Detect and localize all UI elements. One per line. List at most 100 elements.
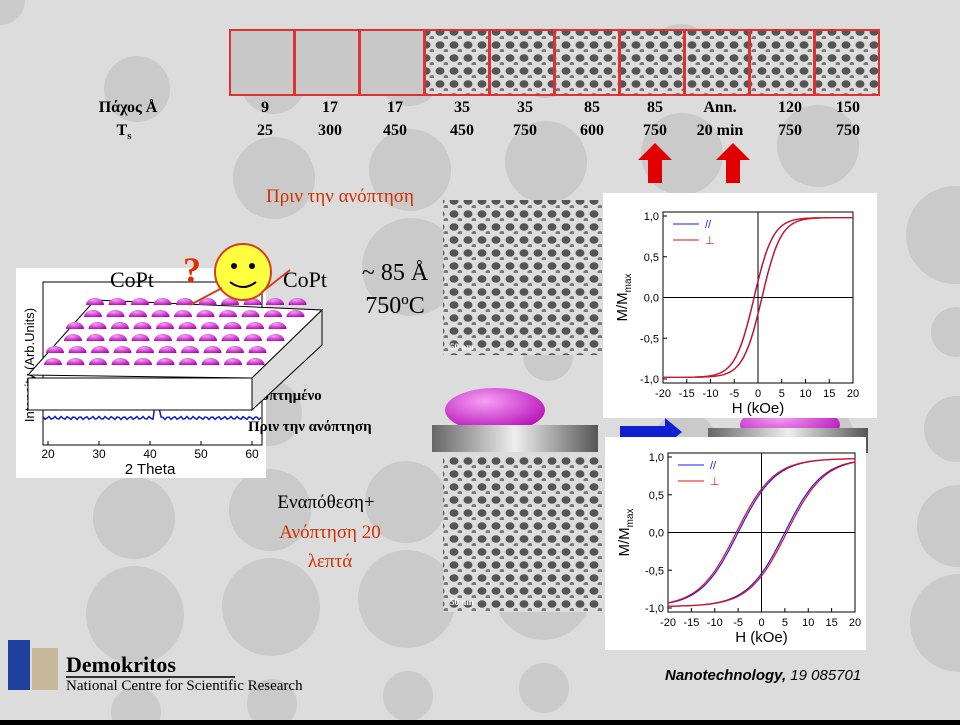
dome — [246, 322, 264, 329]
table-cell: 85 — [647, 99, 663, 116]
x-tick-label: 15 — [826, 617, 838, 629]
dome — [153, 298, 172, 305]
dome — [156, 322, 174, 329]
dome — [176, 298, 194, 305]
legend-label: ⊥ — [710, 476, 720, 488]
table-cell: 17 — [322, 99, 338, 116]
dome — [86, 298, 104, 305]
dome — [64, 334, 82, 341]
table-cell: Ann. — [703, 99, 736, 116]
dome — [129, 310, 147, 317]
bg-circle — [383, 671, 433, 721]
table-cell: 120 — [778, 99, 802, 116]
dome — [445, 388, 545, 432]
dome — [134, 358, 152, 365]
dome — [264, 310, 282, 317]
bg-circle — [358, 550, 456, 648]
y-tick-label: -0,5 — [645, 565, 664, 577]
dome — [131, 298, 149, 305]
bg-circle — [0, 0, 25, 25]
dome — [151, 310, 170, 317]
x-tick-label: -5 — [729, 388, 739, 400]
dome — [86, 334, 105, 341]
dome — [84, 310, 102, 317]
x-tick-label: 40 — [143, 447, 157, 461]
x-tick-label: 20 — [849, 617, 861, 629]
table-cell: 35 — [517, 99, 533, 116]
dome — [68, 346, 87, 353]
deposition-line: Ανόπτηση 20 — [279, 522, 381, 543]
deposition-line: λεπτά — [308, 551, 352, 572]
dome — [88, 322, 107, 329]
table-cell: 750 — [643, 122, 667, 139]
dome — [178, 322, 197, 329]
dome — [203, 346, 222, 353]
dome — [154, 334, 172, 341]
x-tick-label: 0 — [758, 617, 764, 629]
slab-front — [27, 377, 253, 411]
x-tick-label: 5 — [782, 617, 788, 629]
y-tick-label: 0,5 — [649, 490, 664, 502]
row-label: Πάχος Å — [99, 98, 158, 116]
xrd-curve — [42, 403, 262, 421]
bg-circle — [924, 396, 960, 462]
loop-curve — [667, 458, 856, 607]
table-cell: 600 — [580, 122, 604, 139]
bg-circle — [369, 129, 451, 211]
bg-circle — [93, 477, 175, 559]
dome — [224, 358, 242, 365]
dome — [108, 298, 127, 305]
x-tick-label: -20 — [660, 617, 676, 629]
table-cell: 9 — [261, 99, 269, 116]
temperature: 750ºC — [365, 293, 424, 319]
sem-thumb — [619, 29, 685, 96]
y-tick-label: 0,0 — [649, 528, 664, 540]
xrd-label: Πριν την ανόπτηση — [248, 419, 372, 435]
dome — [106, 310, 125, 317]
dome — [113, 346, 132, 353]
dome — [179, 358, 197, 365]
sem-image — [443, 200, 602, 355]
dome — [201, 322, 219, 329]
journal: Nanotechnology, — [665, 667, 786, 684]
x-tick-label: -10 — [703, 388, 719, 400]
bg-circle — [247, 679, 297, 725]
table-cell: 750 — [513, 122, 537, 139]
x-tick-label: -5 — [733, 617, 743, 629]
dome — [286, 310, 305, 317]
x-tick-label: 10 — [802, 617, 814, 629]
dome — [133, 322, 152, 329]
x-tick-label: -15 — [679, 388, 695, 400]
x-tick-label: 15 — [823, 388, 835, 400]
x-tick-label: -15 — [683, 617, 699, 629]
y-axis-label: M/Mmax — [616, 508, 636, 556]
dome — [91, 346, 109, 353]
dome — [201, 358, 220, 365]
dome — [241, 310, 260, 317]
citation: Nanotechnology, 19 085701 — [665, 667, 861, 684]
dome — [66, 322, 84, 329]
dome — [219, 310, 237, 317]
dome — [196, 310, 215, 317]
table-cell: 450 — [383, 122, 407, 139]
sem-thumb — [554, 29, 620, 96]
loop-chart: -20 -15 -10 -5 0 5 10 15 20 1,0 0,5 0,0 -0,5 -1,0 // ⊥ M… — [605, 437, 866, 650]
pointer — [189, 287, 223, 306]
x-tick-label: 0 — [755, 388, 761, 400]
y-axis-label-main: M/M — [614, 292, 631, 321]
x-tick-label: 10 — [799, 388, 811, 400]
smiley-eye — [231, 263, 237, 269]
dome — [111, 322, 129, 329]
y-axis-label-main: M/M — [616, 527, 633, 556]
pointer — [261, 269, 291, 293]
red-arrows — [638, 143, 750, 183]
x-tick-label: 20 — [41, 447, 55, 461]
sem-thumb — [684, 29, 750, 96]
dome — [221, 334, 240, 341]
table-cell: 300 — [318, 122, 342, 139]
table-cell: 85 — [584, 99, 600, 116]
dome — [266, 334, 285, 341]
x-tick-label: -20 — [655, 388, 671, 400]
